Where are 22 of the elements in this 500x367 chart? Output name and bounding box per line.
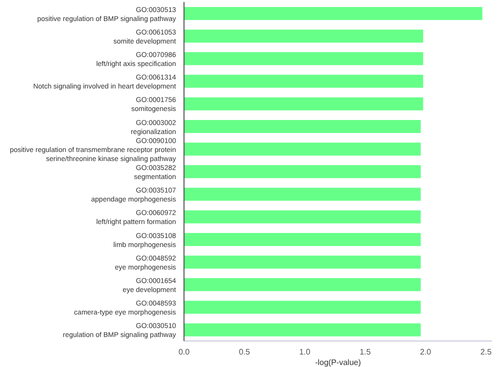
x-tick-label: 1.0	[299, 348, 311, 357]
bar	[184, 210, 421, 224]
x-tick-label: 0.5	[238, 348, 250, 357]
bar	[184, 74, 424, 88]
x-tick-label: 2.0	[420, 348, 432, 357]
bar	[184, 300, 421, 314]
x-tick-label: 2.5	[480, 348, 492, 357]
bar	[184, 188, 421, 201]
x-axis-title: -log(P-value)	[315, 358, 362, 367]
bar	[184, 30, 424, 43]
x-tick-label: 1.5	[360, 348, 372, 357]
bar	[184, 52, 424, 66]
bar	[184, 120, 421, 133]
bar	[184, 142, 421, 156]
bar	[184, 323, 421, 336]
bar	[184, 6, 482, 20]
x-tick-label: 0.0	[178, 348, 190, 357]
bar	[184, 97, 424, 110]
bar	[184, 165, 421, 178]
bar	[184, 232, 421, 246]
bar	[184, 278, 421, 292]
bar	[184, 256, 421, 269]
